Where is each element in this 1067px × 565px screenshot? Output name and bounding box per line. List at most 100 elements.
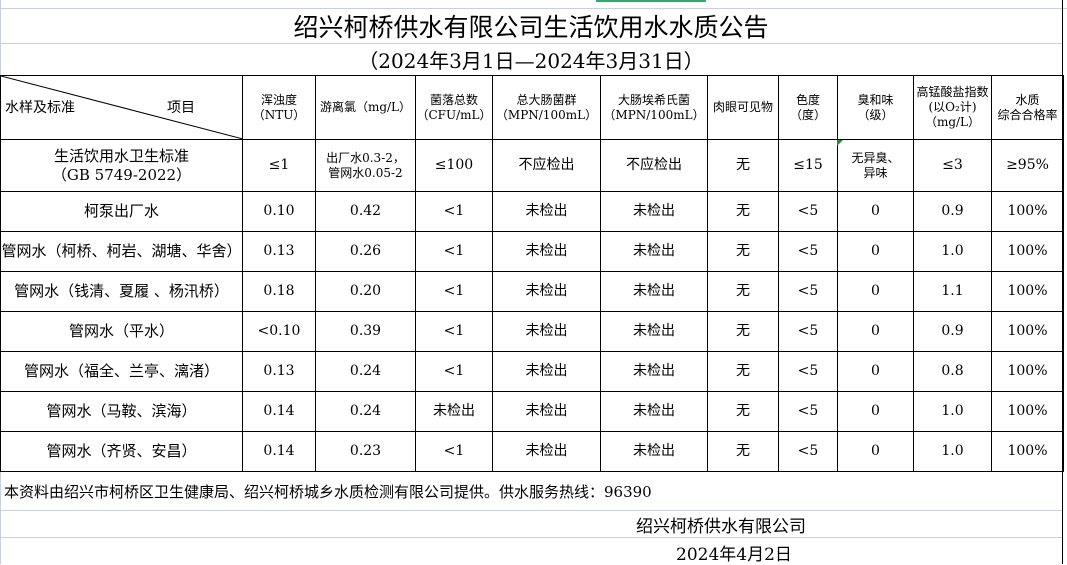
value-cell[interactable]: <5 bbox=[778, 271, 838, 312]
standard-value-cell[interactable]: ≤1 bbox=[242, 139, 316, 192]
value-cell[interactable]: 未检出 bbox=[600, 311, 708, 352]
column-header[interactable]: 大肠埃希氏菌 （MPN/100mL） bbox=[600, 75, 708, 140]
value-cell[interactable]: 0 bbox=[837, 351, 914, 392]
value-cell[interactable]: 0.42 bbox=[315, 191, 416, 232]
value-cell[interactable]: 未检出 bbox=[492, 271, 601, 312]
value-cell[interactable]: 未检出 bbox=[492, 431, 601, 472]
value-cell[interactable]: 0 bbox=[837, 431, 914, 472]
value-cell[interactable]: 未检出 bbox=[600, 351, 708, 392]
value-cell[interactable]: 1.0 bbox=[913, 391, 992, 432]
value-cell[interactable]: 未检出 bbox=[600, 271, 708, 312]
value-cell-text: 0.13 bbox=[263, 242, 295, 259]
column-header[interactable]: 浑浊度 （NTU） bbox=[242, 75, 316, 140]
standard-value-cell[interactable]: 无 bbox=[707, 139, 779, 192]
value-cell[interactable]: 1.1 bbox=[913, 271, 992, 312]
value-cell[interactable]: 0.9 bbox=[913, 191, 992, 232]
value-cell[interactable]: 无 bbox=[707, 391, 779, 432]
value-cell[interactable]: 无 bbox=[707, 191, 779, 232]
value-cell[interactable]: <1 bbox=[415, 191, 493, 232]
value-cell[interactable]: 未检出 bbox=[492, 311, 601, 352]
standard-value-cell[interactable]: ≤100 bbox=[415, 139, 493, 192]
value-cell[interactable]: <1 bbox=[415, 351, 493, 392]
value-cell[interactable]: 0.14 bbox=[242, 431, 316, 472]
value-cell[interactable]: <1 bbox=[415, 431, 493, 472]
value-cell[interactable]: 0.13 bbox=[242, 231, 316, 272]
standard-name-cell[interactable]: 生活饮用水卫生标准 （GB 5749-2022） bbox=[0, 139, 243, 192]
value-cell[interactable]: 0 bbox=[837, 191, 914, 232]
value-cell[interactable]: <5 bbox=[778, 351, 838, 392]
value-cell[interactable]: 未检出 bbox=[492, 191, 601, 232]
column-header[interactable]: 菌落总数 （CFU/mL） bbox=[415, 75, 493, 140]
value-cell[interactable]: <5 bbox=[778, 191, 838, 232]
standard-value-cell[interactable]: ≤15 bbox=[778, 139, 838, 192]
sample-name-cell[interactable]: 管网水（福全、兰亭、漓渚） bbox=[0, 351, 243, 392]
sample-name-cell[interactable]: 管网水（钱清、夏履 、杨汛桥） bbox=[0, 271, 243, 312]
value-cell[interactable]: 0 bbox=[837, 311, 914, 352]
value-cell[interactable]: 无 bbox=[707, 311, 779, 352]
sample-name-cell[interactable]: 管网水（柯桥、柯岩、湖塘、华舍） bbox=[0, 231, 243, 272]
value-cell[interactable]: 0.26 bbox=[315, 231, 416, 272]
value-cell[interactable]: 未检出 bbox=[600, 231, 708, 272]
value-cell[interactable]: 无 bbox=[707, 351, 779, 392]
value-cell[interactable]: <5 bbox=[778, 431, 838, 472]
value-cell[interactable]: <1 bbox=[415, 271, 493, 312]
value-cell[interactable]: 0.39 bbox=[315, 311, 416, 352]
value-cell[interactable]: <5 bbox=[778, 391, 838, 432]
column-header[interactable]: 水质 综合合格率 bbox=[991, 75, 1064, 140]
value-cell[interactable]: 未检出 bbox=[492, 351, 601, 392]
value-cell[interactable]: 未检出 bbox=[492, 391, 601, 432]
sample-name-cell[interactable]: 柯泵出厂水 bbox=[0, 191, 243, 232]
value-cell[interactable]: 0 bbox=[837, 231, 914, 272]
standard-value-cell[interactable]: 出厂水0.3-2， 管网水0.05-2 bbox=[315, 139, 416, 192]
value-cell[interactable]: 0.8 bbox=[913, 351, 992, 392]
column-header[interactable]: 色度 （度） bbox=[778, 75, 838, 140]
value-cell[interactable]: 未检出 bbox=[600, 391, 708, 432]
value-cell[interactable]: 无 bbox=[707, 231, 779, 272]
value-cell[interactable]: 无 bbox=[707, 431, 779, 472]
standard-value-cell[interactable]: ≤3 bbox=[913, 139, 992, 192]
value-cell[interactable]: 100% bbox=[991, 231, 1064, 272]
value-cell[interactable]: <5 bbox=[778, 311, 838, 352]
value-cell[interactable]: 0.9 bbox=[913, 311, 992, 352]
standard-value-cell[interactable]: 无异臭、 异味 bbox=[837, 139, 914, 192]
value-cell[interactable]: 未检出 bbox=[492, 231, 601, 272]
value-cell[interactable]: <1 bbox=[415, 231, 493, 272]
value-cell[interactable]: 100% bbox=[991, 311, 1064, 352]
value-cell[interactable]: 未检出 bbox=[600, 191, 708, 232]
standard-value-cell[interactable]: ≥95% bbox=[991, 139, 1064, 192]
value-cell[interactable]: 0.20 bbox=[315, 271, 416, 312]
column-header[interactable]: 总大肠菌群 （MPN/100mL） bbox=[492, 75, 601, 140]
value-cell[interactable]: 1.0 bbox=[913, 431, 992, 472]
value-cell[interactable]: 100% bbox=[991, 191, 1064, 232]
value-cell[interactable]: <0.10 bbox=[242, 311, 316, 352]
sample-name-cell[interactable]: 管网水（马鞍、滨海） bbox=[0, 391, 243, 432]
value-cell[interactable]: 100% bbox=[991, 351, 1064, 392]
column-header[interactable]: 肉眼可见物 bbox=[707, 75, 779, 140]
column-header[interactable]: 游离氯（mg/L） bbox=[315, 75, 416, 140]
value-cell[interactable]: 100% bbox=[991, 431, 1064, 472]
column-header[interactable]: 臭和味 （级） bbox=[837, 75, 914, 140]
value-cell[interactable]: 0.13 bbox=[242, 351, 316, 392]
value-cell[interactable]: 100% bbox=[991, 391, 1064, 432]
standard-value-cell[interactable]: 不应检出 bbox=[600, 139, 708, 192]
value-cell[interactable]: 100% bbox=[991, 271, 1064, 312]
value-cell[interactable]: 未检出 bbox=[600, 431, 708, 472]
value-cell[interactable]: <1 bbox=[415, 311, 493, 352]
value-cell[interactable]: 0.23 bbox=[315, 431, 416, 472]
value-cell[interactable]: 无 bbox=[707, 271, 779, 312]
value-cell[interactable]: <5 bbox=[778, 231, 838, 272]
standard-value-cell[interactable]: 不应检出 bbox=[492, 139, 601, 192]
value-cell[interactable]: 0 bbox=[837, 391, 914, 432]
value-cell[interactable]: 未检出 bbox=[415, 391, 493, 432]
sample-name-cell[interactable]: 管网水（平水） bbox=[0, 311, 243, 352]
value-cell[interactable]: 0.10 bbox=[242, 191, 316, 232]
value-cell[interactable]: 0.14 bbox=[242, 391, 316, 432]
column-header[interactable]: 高锰酸盐指数(以O₂计) （mg/L） bbox=[913, 75, 992, 140]
value-cell[interactable]: 1.0 bbox=[913, 231, 992, 272]
sample-name-cell[interactable]: 管网水（齐贤、安昌） bbox=[0, 431, 243, 472]
value-cell[interactable]: 0.24 bbox=[315, 351, 416, 392]
value-cell[interactable]: 0 bbox=[837, 271, 914, 312]
value-cell[interactable]: 0.24 bbox=[315, 391, 416, 432]
value-cell[interactable]: 0.18 bbox=[242, 271, 316, 312]
corner-header-cell[interactable]: 水样及标准 项目 bbox=[0, 75, 243, 140]
